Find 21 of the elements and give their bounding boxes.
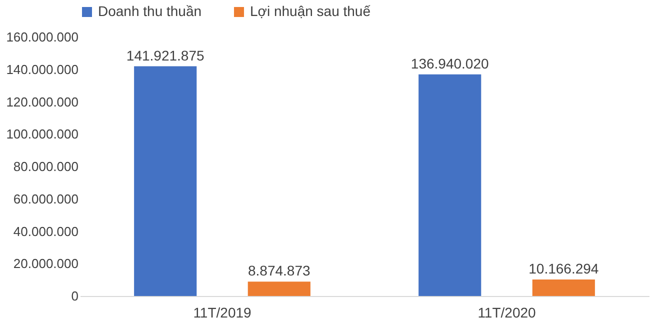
y-tick-label: 160.000.000 [6, 30, 78, 44]
y-tick-label: 100.000.000 [6, 126, 78, 142]
data-label: 136.940.020 [410, 55, 489, 72]
bar [248, 282, 310, 296]
bar [532, 280, 595, 296]
bar [418, 74, 482, 296]
data-label: 141.921.875 [126, 47, 204, 64]
y-tick-label: 80.000.000 [13, 159, 78, 174]
x-tick-label: 11T/2019 [193, 304, 252, 320]
bar [134, 66, 197, 296]
data-label: 8.874.873 [248, 262, 310, 279]
y-tick-label: 0 [71, 288, 78, 304]
y-tick-label: 60.000.000 [13, 191, 78, 206]
legend-label: Doanh thu thuần [98, 3, 202, 19]
y-tick-label: 120.000.000 [6, 94, 78, 110]
y-tick-label: 20.000.000 [13, 256, 78, 272]
legend-label: Lợi nhuận sau thuế [250, 3, 371, 19]
x-tick-label: 11T/2020 [478, 304, 536, 320]
y-tick-label: 40.000.000 [13, 224, 78, 239]
data-label: 10.166.294 [528, 260, 599, 277]
y-tick-label: 140.000.000 [6, 62, 78, 77]
